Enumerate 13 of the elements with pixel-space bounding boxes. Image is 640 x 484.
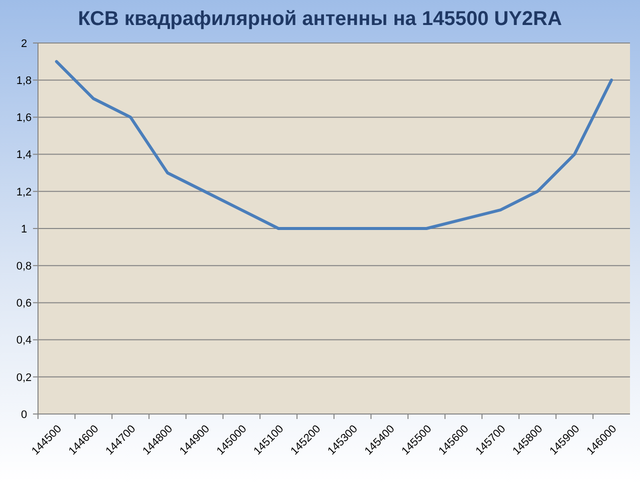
- y-tick-label: 2: [20, 38, 28, 50]
- y-tick-label: 0,4: [16, 334, 32, 347]
- y-tick-label: 0: [20, 408, 28, 421]
- y-tick-label: 0,6: [16, 298, 32, 310]
- y-tick-label: 0,2: [16, 372, 32, 384]
- y-tick-label: 1,6: [16, 112, 32, 124]
- y-tick-label: 1: [20, 223, 28, 236]
- y-tick-label: 1,8: [16, 74, 32, 87]
- line-series: [55, 60, 613, 230]
- chart-title: КСВ квадрафилярной антенны на 145500 UY2RA: [78, 8, 562, 30]
- y-tick-label: 1,2: [16, 186, 32, 198]
- y-tick-label: 1,4: [16, 149, 32, 162]
- y-tick-label: 0,8: [16, 260, 32, 272]
